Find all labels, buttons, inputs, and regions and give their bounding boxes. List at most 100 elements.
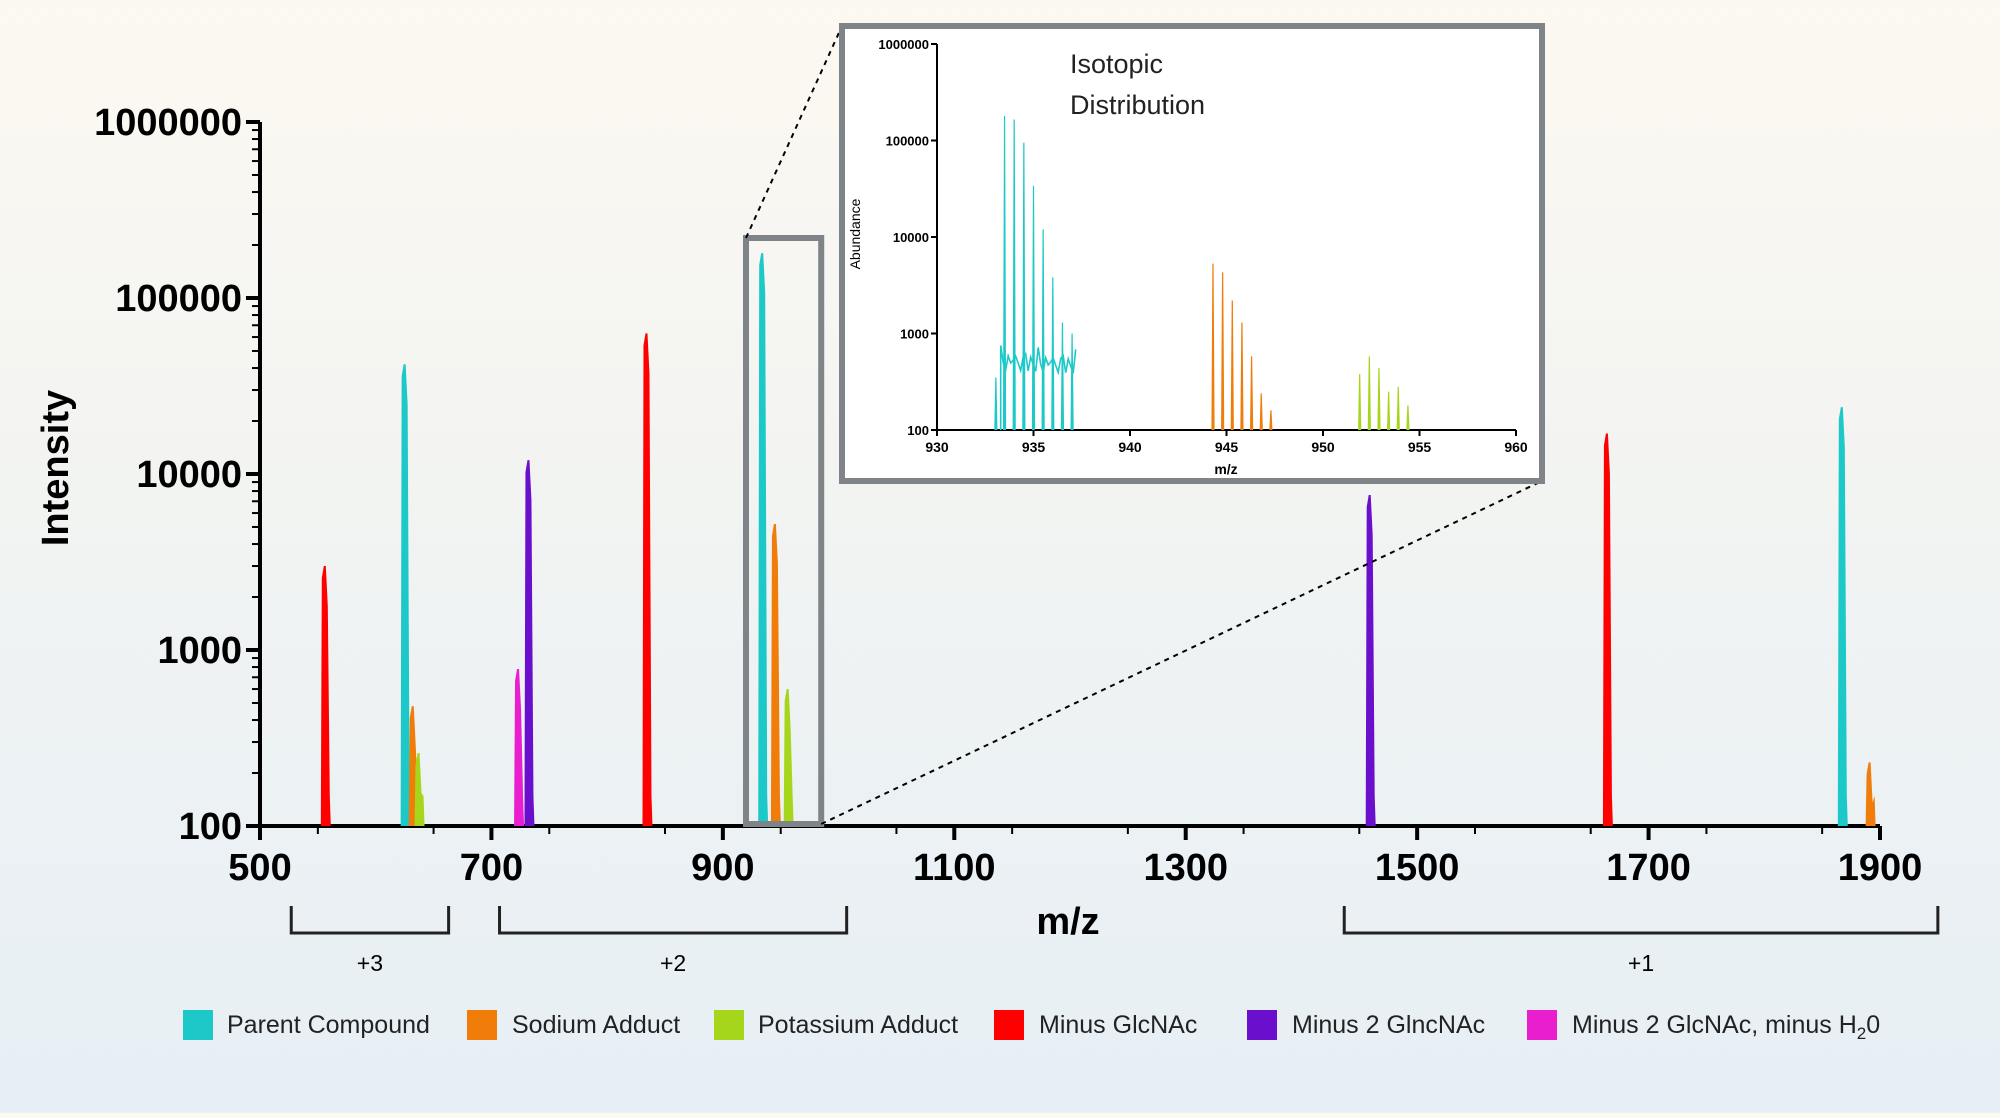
inset-peak xyxy=(1211,263,1215,430)
legend-item: Minus 2 GlcNAc, minus H20 xyxy=(1527,1010,1880,1043)
legend-label: Minus 2 GlcNAc, minus H20 xyxy=(1572,1011,1880,1043)
charge-label: +2 xyxy=(660,950,686,976)
legend-label-subscript: 2 xyxy=(1857,1024,1866,1043)
inset-x-axis-label: m/z xyxy=(1214,461,1237,477)
inset-x-tick-label: 955 xyxy=(1408,439,1432,455)
inset-peak xyxy=(1060,322,1065,430)
x-tick-label: 500 xyxy=(228,847,291,889)
inset-axes: 100 1000 10000 100000 1000000 930 935 940 945 950… xyxy=(878,37,1528,455)
inset-peak xyxy=(1240,322,1244,430)
x-tick-label: 1500 xyxy=(1375,847,1460,889)
inset-y-tick-label: 1000000 xyxy=(878,37,929,52)
inset-x-tick-label: 930 xyxy=(925,439,949,455)
charge-bracket xyxy=(1342,906,1940,935)
y-tick-label: 1000 xyxy=(157,630,242,672)
inset-peak xyxy=(1358,374,1362,430)
inset-y-tick-label: 10000 xyxy=(893,230,929,245)
main-x-axis-label: m/z xyxy=(1036,901,1099,943)
inset-peak xyxy=(1269,410,1273,430)
inset-peak xyxy=(1387,391,1391,430)
inset-peak xyxy=(1406,405,1410,430)
legend: Parent Compound Sodium Adduct Potassium … xyxy=(183,1010,1880,1043)
inset-y-tick-label: 100000 xyxy=(886,134,929,149)
x-tick-label: 1300 xyxy=(1143,847,1228,889)
charge-groups: +3 +2 +1 xyxy=(289,906,1940,976)
inset-x-tick-label: 950 xyxy=(1311,439,1335,455)
peak xyxy=(770,523,781,826)
legend-swatch xyxy=(183,1010,213,1040)
legend-item: Minus 2 GlncNAc xyxy=(1247,1010,1485,1040)
legend-swatch xyxy=(467,1010,497,1040)
legend-item: Sodium Adduct xyxy=(467,1010,680,1040)
peak xyxy=(524,460,535,826)
legend-swatch xyxy=(1527,1010,1557,1040)
peak xyxy=(414,752,425,826)
inset-peak xyxy=(1051,277,1055,430)
peak xyxy=(514,668,525,826)
inset-frame xyxy=(839,23,1545,484)
peak xyxy=(783,689,794,826)
charge-bracket xyxy=(289,906,451,935)
y-tick-label: 100 xyxy=(179,806,242,848)
inset-y-tick-label: 100 xyxy=(907,423,929,438)
zoom-connector xyxy=(820,480,1543,825)
peak xyxy=(320,566,331,826)
inset-peak xyxy=(1249,356,1254,430)
inset-peaks xyxy=(994,115,1410,431)
x-tick-label: 1100 xyxy=(913,847,995,889)
x-tick-label: 700 xyxy=(460,847,523,889)
main-axes: 100 1000 10000 100000 1000000 500 700 900 1100 13… xyxy=(94,102,1922,889)
inset-y-tick-label: 1000 xyxy=(900,327,929,342)
inset-peak xyxy=(1070,333,1074,430)
peak xyxy=(1602,433,1613,826)
zoom-box xyxy=(743,235,825,827)
charge-label: +1 xyxy=(1628,950,1654,976)
inset-x-tick-label: 940 xyxy=(1118,439,1142,455)
legend-label: Sodium Adduct xyxy=(512,1011,680,1039)
inset-x-tick-label: 945 xyxy=(1215,439,1239,455)
legend-label: Potassium Adduct xyxy=(758,1011,958,1039)
inset-peak xyxy=(1230,300,1234,430)
inset-peak xyxy=(1041,229,1045,430)
legend-label: Minus GlcNAc xyxy=(1039,1011,1197,1039)
inset-title-line-1: Isotopic xyxy=(1070,49,1163,79)
x-tick-label: 900 xyxy=(691,847,754,889)
legend-item: Potassium Adduct xyxy=(714,1010,958,1040)
charge-bracket xyxy=(498,906,849,935)
main-y-axis-label: Intensity xyxy=(35,390,77,546)
zoom-connector xyxy=(745,25,843,239)
peak xyxy=(400,364,411,826)
y-tick-label: 100000 xyxy=(115,278,242,320)
legend-swatch xyxy=(714,1010,744,1040)
peak xyxy=(1837,407,1848,826)
legend-item: Parent Compound xyxy=(183,1010,430,1040)
inset-panel: 100 1000 10000 100000 1000000 930 935 940 945 950… xyxy=(839,23,1545,484)
legend-item: Minus GlcNAc xyxy=(994,1010,1197,1040)
peak xyxy=(1365,494,1376,826)
y-tick-label: 1000000 xyxy=(94,102,242,144)
inset-title-line-2: Distribution xyxy=(1070,90,1205,120)
inset-peak xyxy=(1012,119,1016,430)
legend-label: Minus 2 GlncNAc xyxy=(1292,1011,1485,1039)
inset-peak xyxy=(1221,272,1225,430)
legend-swatch xyxy=(994,1010,1024,1040)
legend-label: Parent Compound xyxy=(227,1011,430,1039)
y-tick-label: 10000 xyxy=(136,454,242,496)
inset-title: Isotopic Distribution xyxy=(1070,49,1205,120)
inset-baseline-trace xyxy=(999,345,1077,431)
x-tick-label: 1900 xyxy=(1838,847,1923,889)
inset-y-axis-label: Abundance xyxy=(847,198,863,269)
inset-peak xyxy=(1367,356,1371,430)
x-tick-label: 1700 xyxy=(1606,847,1691,889)
inset-x-tick-label: 960 xyxy=(1504,439,1528,455)
inset-peak xyxy=(1396,386,1400,430)
inset-peak xyxy=(1002,115,1007,430)
legend-label-tail: 0 xyxy=(1866,1011,1880,1039)
zoom-indicator xyxy=(743,25,1543,827)
peak xyxy=(1865,762,1876,826)
peak xyxy=(758,253,769,827)
inset-peak xyxy=(1377,367,1381,430)
legend-swatch xyxy=(1247,1010,1277,1040)
